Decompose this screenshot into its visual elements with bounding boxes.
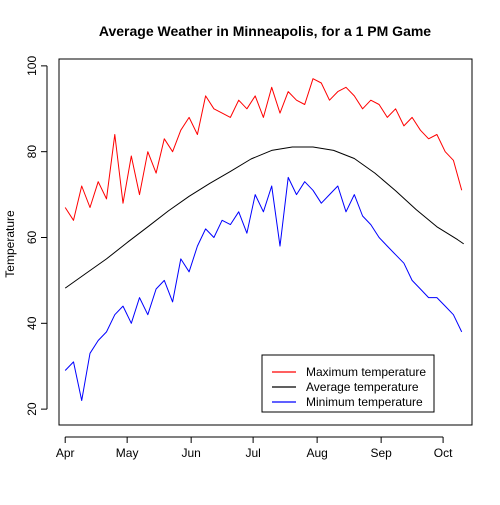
x-tick-label: Jun <box>181 446 200 460</box>
x-tick-label: Jul <box>245 446 260 460</box>
plot-frame <box>58 58 473 426</box>
legend-label: Maximum temperature <box>306 365 426 379</box>
series-layer <box>64 78 464 401</box>
x-tick-label: Aug <box>306 446 327 460</box>
legend-label: Minimum temperature <box>306 395 423 409</box>
y-tick-label: 100 <box>25 56 39 76</box>
series-line-minimum-temperature <box>64 176 463 401</box>
x-tick-label: Sep <box>370 446 392 460</box>
y-tick-label: 80 <box>25 145 39 159</box>
y-tick-label: 60 <box>25 231 39 245</box>
x-tick-label: Apr <box>56 446 75 460</box>
axis-layer: Apr May Jun Jul Aug Sep Oct 20 40 60 80 100 <box>25 56 453 460</box>
chart-title: Average Weather in Minneapolis, for a 1 … <box>99 23 431 39</box>
series-line-maximum-temperature <box>64 78 463 221</box>
x-tick-label: Oct <box>434 446 453 460</box>
x-tick-label: May <box>116 446 139 460</box>
y-axis-label: Temperature <box>3 210 17 278</box>
series-line-average-temperature <box>64 146 464 289</box>
y-tick-label: 40 <box>25 316 39 330</box>
legend-label: Average temperature <box>306 380 419 394</box>
y-tick-label: 20 <box>25 402 39 416</box>
